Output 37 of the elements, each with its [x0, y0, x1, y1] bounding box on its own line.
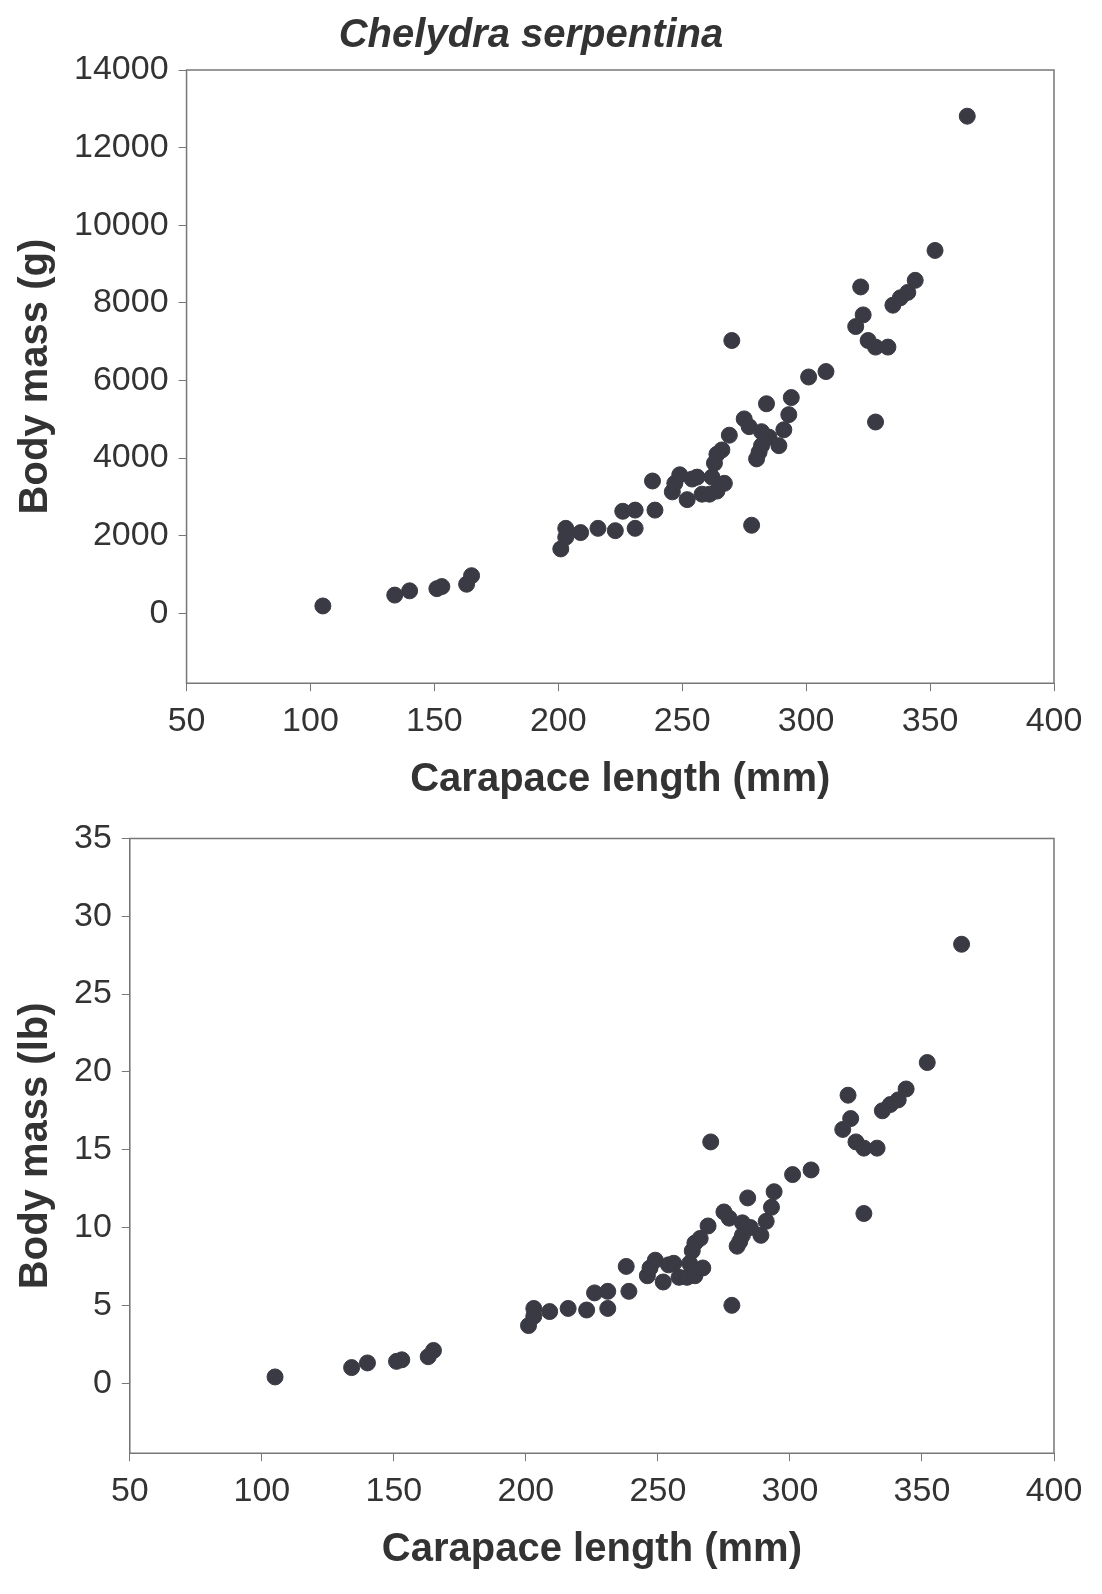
x-tick-label: 150 [365, 1469, 423, 1508]
x-tick-label: 150 [406, 699, 463, 738]
y-tick-label: 2000 [92, 514, 169, 553]
y-tick-label: 6000 [92, 358, 169, 397]
y-tick-label: 10000 [74, 203, 169, 242]
y-axis-title: Body mass (lb) [11, 1002, 56, 1290]
y-axis-title: Body mass (g) [11, 238, 56, 515]
y-tick-label: 14000 [74, 48, 169, 87]
y-tick-label: 10 [73, 1205, 112, 1244]
x-tick-label: 300 [761, 1469, 819, 1508]
y-tick-label: 15 [73, 1128, 112, 1167]
x-axis-title: Carapace length (mm) [410, 755, 831, 800]
y-tick-label: 4000 [92, 436, 169, 475]
y-tick-label: 20 [73, 1050, 112, 1089]
y-tick-label: 0 [149, 591, 169, 630]
x-axis-title: Carapace length (mm) [381, 1525, 802, 1570]
y-tick-label: 0 [92, 1361, 112, 1400]
x-tick-label: 400 [1025, 1469, 1083, 1508]
x-tick-label: 300 [777, 699, 835, 738]
x-tick-label: 250 [629, 1469, 687, 1508]
y-tick-label: 25 [73, 972, 112, 1011]
x-tick-label: 100 [233, 1469, 291, 1508]
y-tick-label: 8000 [92, 281, 169, 320]
x-tick-label: 50 [167, 699, 206, 738]
y-tick-label: 5 [92, 1283, 112, 1322]
x-tick-label: 350 [893, 1469, 951, 1508]
x-tick-label: 100 [282, 699, 339, 738]
x-tick-label: 350 [901, 699, 959, 738]
x-tick-label: 50 [110, 1469, 149, 1508]
y-tick-label: 30 [73, 894, 112, 933]
y-tick-label: 12000 [74, 126, 169, 164]
chart-title: Chelydra serpentina [338, 11, 724, 56]
x-tick-label: 250 [653, 699, 711, 738]
x-tick-label: 400 [1025, 699, 1083, 738]
x-tick-label: 200 [497, 1469, 555, 1508]
x-tick-label: 200 [529, 699, 587, 738]
y-tick-label: 35 [73, 816, 112, 855]
